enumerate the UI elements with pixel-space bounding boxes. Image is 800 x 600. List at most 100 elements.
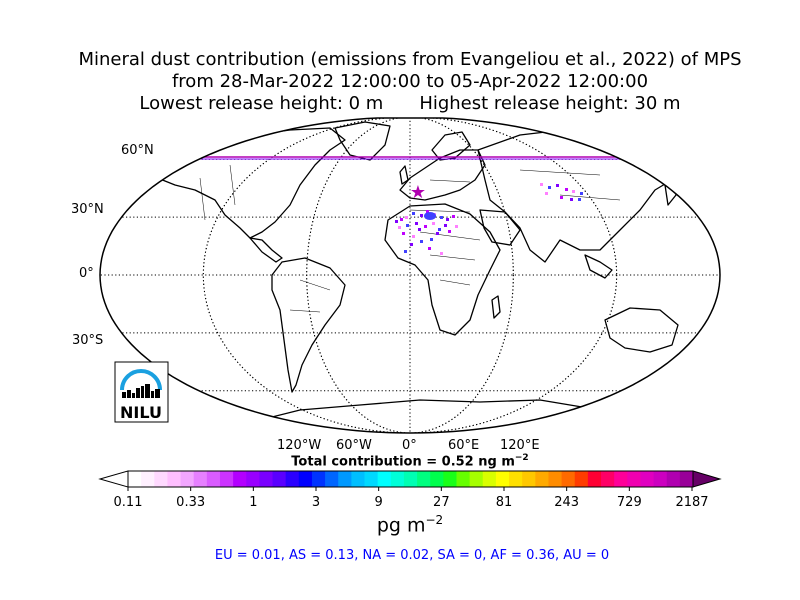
colorbar-segment	[193, 471, 208, 487]
colorbar-tick-label: 243	[554, 495, 580, 510]
lowest-release-height: Lowest release height: 0 m	[139, 93, 384, 114]
plume-core	[424, 212, 436, 220]
regional-contributions: EU = 0.01, AS = 0.13, NA = 0.02, SA = 0,…	[214, 548, 610, 563]
colorbar-segment	[325, 471, 339, 487]
colorbar-segment	[259, 471, 274, 487]
colorbar-unit: pg m−2	[0, 513, 800, 536]
colorbar-segment	[311, 471, 326, 487]
border-2	[409, 209, 471, 213]
colorbar-segment	[219, 471, 234, 487]
plume-cell	[540, 183, 543, 186]
plume-cell	[418, 228, 421, 231]
colorbar-segment	[154, 471, 168, 487]
plume-cell	[436, 232, 439, 235]
colorbar-segment	[535, 471, 549, 487]
lon-label-0: 0°	[402, 438, 417, 453]
colorbar-tick-label: 81	[495, 495, 513, 510]
plume-cell	[404, 250, 407, 253]
colorbar-segment	[364, 471, 379, 487]
colorbar-tick-label: 1	[249, 495, 258, 510]
plume-cell	[440, 252, 443, 255]
border-6	[519, 169, 601, 176]
colorbar-segment	[272, 471, 287, 487]
map-frame	[99, 117, 721, 434]
colorbar-segment	[233, 471, 247, 487]
border-7	[559, 194, 621, 201]
land-greenland	[334, 121, 391, 161]
colorbar-segment	[338, 471, 352, 487]
colorbar-segment	[640, 471, 655, 487]
colorbar-segment	[246, 471, 260, 487]
plume-cell	[424, 225, 427, 228]
plume-cell	[410, 243, 413, 246]
land-southeast-asia	[584, 254, 613, 279]
colorbar-segment	[627, 471, 641, 487]
plume-cell	[412, 212, 415, 215]
colorbar-tick-label: 0.11	[113, 495, 143, 510]
land-africa	[384, 203, 501, 336]
colorbar-segment	[548, 471, 563, 487]
colorbar-segment	[456, 471, 471, 487]
lat-label-30s: 30°S	[72, 333, 104, 348]
border-5	[439, 279, 471, 286]
colorbar-segment	[509, 471, 523, 487]
plume-cell	[430, 238, 433, 241]
plume-cell	[412, 235, 415, 238]
colorbar-segment	[206, 471, 221, 487]
colorbar-segment	[430, 471, 444, 487]
plume-cell	[572, 190, 575, 193]
plume-cell	[438, 228, 441, 231]
title-line-1: Mineral dust contribution (emissions fro…	[78, 49, 742, 70]
colorbar-tick-label: 2187	[675, 495, 709, 510]
plume-cell	[426, 210, 429, 213]
plume-cell	[428, 247, 431, 250]
colorbar-tick-label: 729	[616, 495, 642, 510]
colorbar-frame	[127, 470, 694, 488]
plume-cell	[560, 196, 563, 199]
colorbar-segment	[482, 471, 497, 487]
lat-label-0: 0°	[79, 266, 94, 281]
colorbar-segment	[167, 471, 182, 487]
land-madagascar	[491, 295, 501, 319]
border-4	[429, 254, 476, 261]
colorbar-max-arrow	[692, 470, 722, 488]
lon-label-60e: 60°E	[448, 438, 480, 453]
plume-cell	[400, 218, 403, 221]
colorbar-segment	[574, 471, 589, 487]
plume-cell	[448, 230, 451, 233]
colorbar-tick-label: 0.33	[176, 495, 206, 510]
colorbar-tick-label: 27	[433, 495, 450, 510]
colorbar-segment	[561, 471, 576, 487]
colorbar-segment	[587, 471, 602, 487]
border-8	[299, 279, 331, 291]
colorbar-segment	[653, 471, 668, 487]
plume-cell	[420, 240, 423, 243]
unit-base: pg m	[376, 514, 426, 537]
colorbar-segment	[285, 471, 300, 487]
plume-cell	[578, 198, 581, 201]
border-1	[229, 164, 236, 206]
title-line-3: Lowest release height: 0 m Highest releas…	[0, 93, 800, 115]
dust-plume	[395, 183, 583, 255]
colorbar-segment	[141, 471, 155, 487]
plume-cell	[440, 216, 443, 219]
total-contribution-text: Total contribution = 0.52 ng m	[291, 454, 515, 470]
colorbar-segment	[128, 471, 142, 487]
colorbar-segment	[403, 471, 418, 487]
plume-cell	[415, 222, 418, 225]
nilu-logo: NILU	[114, 361, 169, 423]
plume-cell	[452, 215, 455, 218]
plume-cell	[556, 184, 559, 187]
plume-cell	[545, 192, 548, 195]
land-uk	[399, 165, 409, 185]
plume-cell	[405, 216, 408, 219]
land-australia	[604, 307, 679, 353]
colorbar-segment	[601, 471, 615, 487]
colorbar-tick-label: 3	[311, 495, 321, 510]
map-body	[100, 118, 720, 433]
land-scandinavia	[431, 131, 471, 161]
colorbar-tick-label: 9	[374, 495, 383, 510]
colorbar-segment	[351, 471, 366, 487]
land-europe	[399, 149, 486, 201]
